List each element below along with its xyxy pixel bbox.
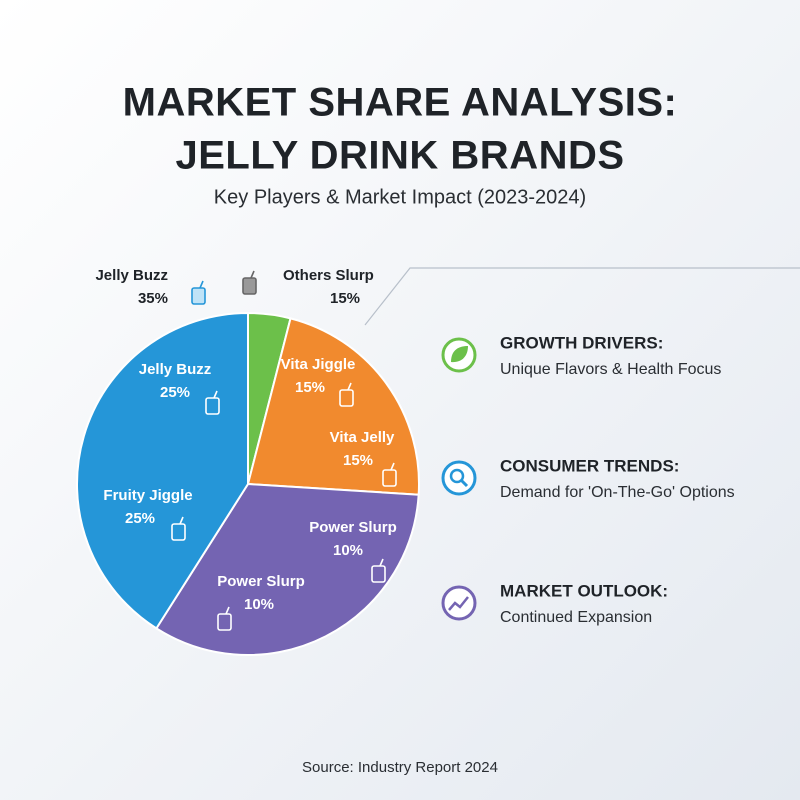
cup-icon [205, 397, 220, 415]
cup-straw [390, 462, 395, 471]
annotation-name: Power Slurp [309, 519, 397, 536]
annotation-label: 25% [125, 510, 155, 527]
panel-title: GROWTH DRIVERS: [500, 333, 663, 352]
cup-straw [225, 606, 230, 615]
search-handle [459, 478, 469, 488]
panel-title: MARKET OUTLOOK: [500, 581, 668, 600]
annotation-name: Others Slurp [283, 267, 374, 284]
cup-straw [347, 382, 352, 391]
chart-title-line2: JELLY DRINK BRANDS [175, 134, 624, 178]
cup-icon [171, 523, 186, 541]
panel-title: CONSUMER TRENDS: [500, 456, 679, 475]
annotation-label: 10% [333, 542, 363, 559]
annotation-name: Jelly Buzz [139, 361, 212, 378]
pie-slice [246, 317, 420, 496]
annotation-label: 15% [330, 290, 360, 307]
annotation-label: 10% [244, 596, 274, 613]
leaf-icon [451, 346, 468, 363]
panel-text: Continued Expansion [500, 609, 652, 626]
pie-slice [76, 311, 249, 630]
annotation-name: Jelly Buzz [95, 267, 168, 284]
annotation-name: Vita Jiggle [281, 356, 356, 373]
chart-title: MARKET SHARE ANALYSIS: [123, 81, 678, 125]
cup-straw [199, 280, 204, 289]
annotation-name: Fruity Jiggle [103, 487, 192, 504]
annotation-label: 15% [295, 379, 325, 396]
cup-icon [191, 287, 206, 305]
cup-straw [213, 390, 218, 399]
annotation-label: 25% [160, 384, 190, 401]
annotation-name: Power Slurp [217, 573, 305, 590]
search-icon [449, 468, 465, 484]
cup-straw [179, 516, 184, 525]
panel-icon [441, 585, 477, 621]
cup-icon [242, 277, 257, 295]
annotation-label: 15% [343, 452, 373, 469]
trend-icon [448, 596, 469, 611]
cup-icon [339, 389, 354, 407]
panel-icon [441, 460, 477, 496]
cup-icon [371, 565, 386, 583]
panel-text: Demand for 'On-The-Go' Options [500, 484, 735, 501]
panel-text: Unique Flavors & Health Focus [500, 361, 721, 378]
source: Source: Industry Report 2024 [302, 759, 498, 776]
side-panel: GROWTH DRIVERS: Unique Flavors & Health F… [441, 333, 735, 626]
connector-line [364, 267, 800, 326]
annotation-label: 35% [138, 290, 168, 307]
cup-icon [217, 613, 232, 631]
cup-icon [382, 469, 397, 487]
annotation-name: Vita Jelly [330, 429, 395, 446]
pie: Jelly Buzz 35% Others Slurp 15% Vita Jiggle 1… [76, 267, 420, 656]
cup-straw [379, 558, 384, 567]
chart-subtitle: Key Players & Market Impact (2023-2024) [214, 186, 586, 208]
cup-straw [250, 270, 255, 279]
